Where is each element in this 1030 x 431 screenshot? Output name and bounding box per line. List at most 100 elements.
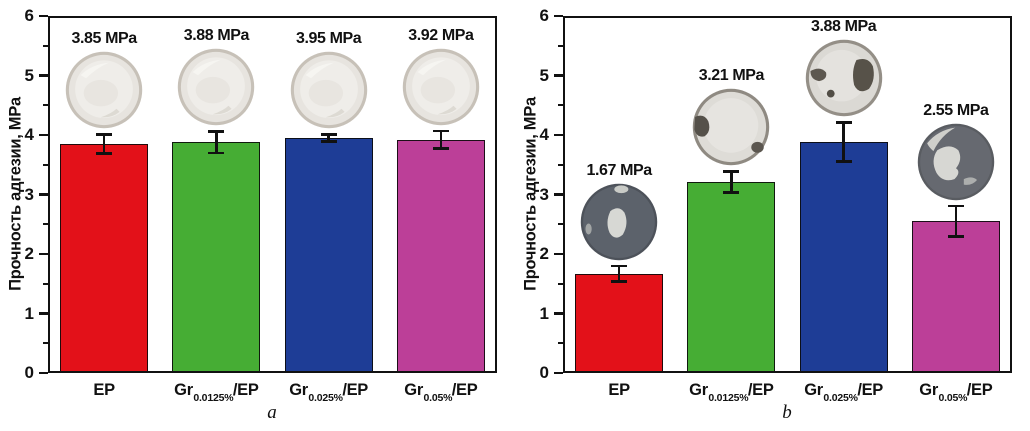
x-category-label: Gr0.025%/EP: [804, 381, 884, 405]
error-bar-cap-top: [208, 130, 225, 133]
category-suffix-text: /EP: [451, 381, 478, 399]
y-tick-label: 5: [539, 65, 549, 85]
error-bar-cap-bottom: [96, 152, 113, 155]
y-minor-tick: [42, 282, 48, 285]
y-minor-tick: [557, 223, 563, 226]
y-major-tick: [39, 14, 48, 18]
y-tick-label: 4: [24, 125, 34, 144]
y-minor-tick: [42, 342, 48, 345]
error-bar-cap-bottom: [208, 151, 225, 155]
sample-photo-disc: [402, 48, 480, 126]
error-bar-cap-bottom: [947, 235, 964, 238]
y-tick-label: 1: [24, 303, 34, 323]
y-major-tick: [554, 14, 563, 18]
x-category-label: Gr0.025%/EP: [289, 381, 369, 405]
y-minor-tick: [557, 163, 563, 166]
y-tick-label: 5: [24, 65, 34, 85]
x-category-label: Gr0.05%/EP: [404, 381, 478, 405]
y-minor-tick: [557, 342, 563, 345]
bar: [687, 182, 776, 373]
error-bar-cap-bottom: [835, 160, 852, 163]
error-bar-cap-top: [947, 204, 964, 208]
y-major-tick: [39, 252, 48, 256]
error-bar: [723, 170, 740, 194]
bar-value-label: 3.21 MPa: [698, 67, 765, 85]
y-tick-label: 4: [539, 125, 549, 144]
error-bar: [320, 133, 337, 143]
bar: [575, 273, 664, 373]
category-subscript: 0.0125%: [708, 392, 749, 405]
y-major-tick: [39, 133, 48, 137]
category-suffix-text: /EP: [857, 381, 884, 399]
y-major-tick: [554, 193, 563, 196]
category-main-text: Gr: [289, 381, 308, 399]
bar-value-label: 3.88 MPa: [183, 27, 250, 45]
y-minor-tick: [557, 104, 563, 107]
panel-letter-b: b: [782, 402, 792, 423]
error-bar: [432, 129, 449, 150]
error-bar-cap-top: [96, 133, 113, 136]
category-main-text: Gr: [689, 381, 708, 399]
y-tick-label: 6: [24, 6, 34, 25]
sample-photo-disc: [65, 51, 143, 129]
bar-value-label: 3.92 MPa: [408, 26, 474, 44]
error-bar-cap-bottom: [611, 280, 628, 283]
error-bar: [96, 133, 113, 155]
error-bar-cap-bottom: [320, 140, 337, 143]
bar: [284, 137, 373, 373]
y-major-tick: [39, 371, 48, 375]
error-bar: [611, 264, 628, 283]
error-bar-cap-top: [432, 129, 449, 133]
category-suffix-text: /EP: [342, 381, 369, 399]
y-minor-tick: [42, 104, 48, 107]
category-subscript: 0.025%: [308, 392, 343, 405]
y-minor-tick: [557, 282, 563, 285]
category-subscript: 0.05%: [423, 392, 453, 405]
y-major-tick: [39, 312, 48, 315]
y-tick-label: 6: [539, 6, 549, 25]
sample-photo-disc: [177, 48, 255, 126]
error-bar-cap-top: [835, 121, 852, 124]
bar-value-label: 3.88 MPa: [810, 18, 877, 36]
category-main-text: Gr: [919, 381, 938, 399]
category-main-text: Gr: [174, 381, 193, 399]
category-main-text: EP: [93, 381, 115, 399]
y-major-tick: [554, 133, 563, 137]
bar-value-label: 2.55 MPa: [923, 101, 989, 119]
y-tick-label: 3: [539, 184, 549, 204]
y-major-tick: [554, 74, 563, 77]
y-minor-tick: [42, 163, 48, 166]
category-main-text: Gr: [404, 381, 423, 399]
category-subscript: 0.025%: [823, 392, 858, 405]
category-suffix-text: /EP: [966, 381, 993, 399]
y-minor-tick: [42, 223, 48, 226]
category-main-text: EP: [608, 381, 630, 399]
error-bar-cap-top: [611, 264, 628, 268]
bar: [911, 221, 1000, 373]
y-major-tick: [39, 74, 48, 77]
plot-area-b: 0 1 2 3 4 5 6 1.67 MPa 3.21 MPa 3.88 MPa 2.55 …: [540, 6, 1012, 382]
x-category-label: EP: [608, 381, 630, 400]
bar-value-label: 3.85 MPa: [71, 30, 137, 48]
error-bar-cap-bottom: [432, 147, 449, 150]
y-major-tick: [554, 312, 563, 315]
sample-photo-disc: [290, 51, 368, 129]
error-bar-cap-top: [320, 133, 337, 136]
y-tick-label: 0: [539, 363, 549, 382]
sample-photo-disc: [692, 88, 770, 166]
y-major-tick: [39, 193, 48, 196]
category-main-text: Gr: [804, 381, 823, 399]
error-bar: [947, 204, 964, 238]
y-major-tick: [554, 252, 563, 256]
y-major-tick: [554, 371, 563, 375]
error-bar: [835, 121, 852, 163]
bar: [60, 143, 149, 373]
y-minor-tick: [557, 44, 563, 47]
bar-value-label: 3.95 MPa: [295, 30, 362, 48]
error-bar-cap-bottom: [723, 191, 740, 194]
bar-value-label: 1.67 MPa: [586, 161, 652, 179]
